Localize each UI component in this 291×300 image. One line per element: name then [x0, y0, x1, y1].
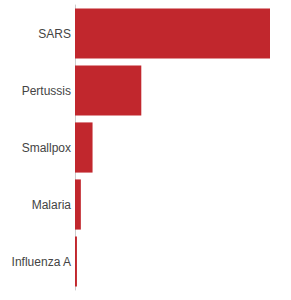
svg-text:Influenza A: Influenza A [12, 255, 71, 269]
svg-text:SARS: SARS [38, 27, 71, 41]
svg-text:Smallpox: Smallpox [22, 141, 71, 155]
svg-text:Malaria: Malaria [32, 198, 72, 212]
svg-text:Pertussis: Pertussis [22, 84, 71, 98]
